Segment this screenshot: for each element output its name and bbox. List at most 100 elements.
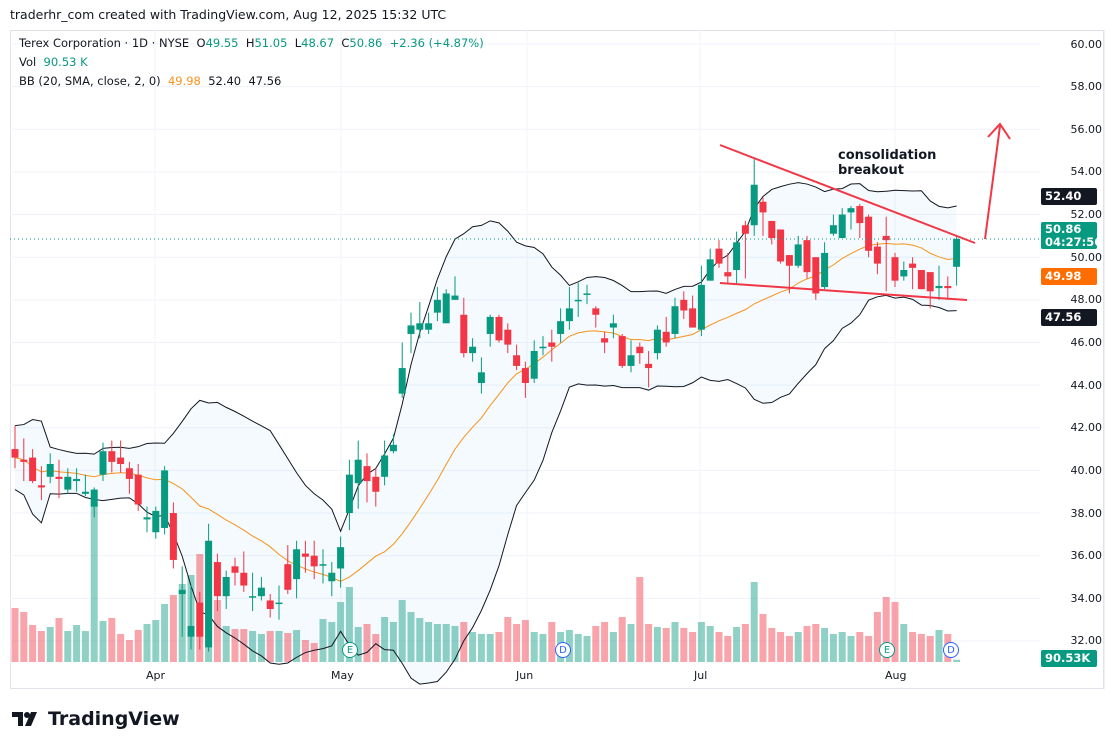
candle-body <box>715 248 723 264</box>
close-value: 50.86 <box>349 36 383 50</box>
candle <box>530 340 538 383</box>
bb-upper-value: 52.40 <box>208 74 242 88</box>
candle-body <box>372 476 380 492</box>
volume-bar <box>328 622 336 662</box>
annotation-text[interactable]: consolidation breakout <box>838 148 936 178</box>
volume-bar <box>662 628 670 662</box>
candle-body <box>398 368 406 394</box>
candle <box>328 562 336 597</box>
candle-body <box>926 272 934 292</box>
volume-bar <box>495 632 503 662</box>
volume-bar <box>838 632 846 662</box>
volume-label[interactable]: Vol <box>19 55 37 69</box>
volume-bar <box>108 618 116 662</box>
candle <box>372 468 380 507</box>
candle-body <box>240 572 248 586</box>
volume-bar <box>222 626 230 662</box>
bollinger-upper <box>14 182 957 533</box>
candle <box>495 314 503 343</box>
volume-bar <box>64 631 72 662</box>
candle <box>354 440 362 509</box>
symbol-name[interactable]: Terex Corporation · 1D · NYSE <box>19 36 190 50</box>
candle <box>169 502 177 569</box>
candle <box>425 312 433 334</box>
candle <box>64 468 72 494</box>
close-label: C <box>341 36 350 50</box>
candle <box>257 577 265 601</box>
candle <box>222 570 230 609</box>
volume-bar <box>231 629 239 662</box>
volume-bar <box>645 624 653 662</box>
candle-body <box>152 510 160 533</box>
candle <box>865 214 873 258</box>
candle <box>671 297 679 339</box>
low-value: 48.67 <box>301 36 335 50</box>
candle-body <box>530 351 538 379</box>
volume-bar <box>636 577 644 662</box>
candle <box>407 312 415 354</box>
bb-lower-price-label: 47.56 <box>1041 309 1097 326</box>
volume-bar <box>909 632 917 662</box>
candle-body <box>917 269 925 290</box>
volume-bar <box>398 600 406 662</box>
volume-bar <box>469 632 477 662</box>
candle <box>152 506 160 539</box>
price-tick: 46.00 <box>1070 335 1103 349</box>
candle <box>653 325 661 360</box>
last-price-label: 50.86 04:27:56 <box>1041 222 1102 249</box>
volume-bar <box>152 620 160 662</box>
volume-bar <box>240 629 248 662</box>
candle <box>187 585 195 650</box>
bb-label[interactable]: BB (20, SMA, close, 2, 0) <box>19 74 161 88</box>
dividend-marker[interactable]: D <box>555 642 571 658</box>
candle-body <box>856 206 864 224</box>
tradingview-logo[interactable]: TradingView <box>12 708 180 730</box>
volume-bar <box>592 626 600 662</box>
price-tick: 54.00 <box>1070 165 1103 179</box>
candle <box>759 197 767 236</box>
volume-bar <box>715 632 723 662</box>
candle-body <box>266 600 274 609</box>
candle-body <box>636 346 644 354</box>
volume-bar <box>345 587 353 662</box>
candle-body <box>108 451 116 462</box>
candle <box>733 231 741 285</box>
candle <box>240 551 248 592</box>
volume-bar <box>284 633 292 662</box>
volume-bar <box>847 636 855 662</box>
volume-bar <box>794 632 802 662</box>
candle <box>741 220 749 279</box>
earnings-marker[interactable]: E <box>342 642 358 658</box>
candle-body <box>178 589 186 595</box>
candle <box>873 242 881 275</box>
candle <box>521 361 529 398</box>
candle-body <box>11 449 19 458</box>
candle-body <box>284 564 292 590</box>
candle-body <box>222 577 230 597</box>
volume-bar <box>583 636 591 662</box>
earnings-marker[interactable]: E <box>879 642 895 658</box>
candle-body <box>469 346 477 354</box>
candle <box>618 333 626 369</box>
candle <box>882 216 890 292</box>
volume-bar <box>389 622 397 662</box>
volume-bar <box>310 643 318 662</box>
candle-body <box>680 299 688 311</box>
candle <box>178 566 186 637</box>
candle <box>504 323 512 354</box>
candle <box>108 440 116 473</box>
dividend-marker[interactable]: D <box>943 642 959 658</box>
candle <box>37 466 45 501</box>
candle <box>249 572 257 612</box>
volume-bar <box>601 622 609 662</box>
bb-lower-value: 47.56 <box>248 74 282 88</box>
volume-bar <box>90 503 98 662</box>
candle <box>803 235 811 279</box>
legend-ohlc: Terex Corporation · 1D · NYSE O49.55 H51… <box>19 36 484 50</box>
bb-basis-value: 49.98 <box>167 74 201 88</box>
candle-body <box>46 464 54 477</box>
candle <box>301 540 309 573</box>
candle-body <box>574 299 582 302</box>
candle-body <box>953 238 961 267</box>
